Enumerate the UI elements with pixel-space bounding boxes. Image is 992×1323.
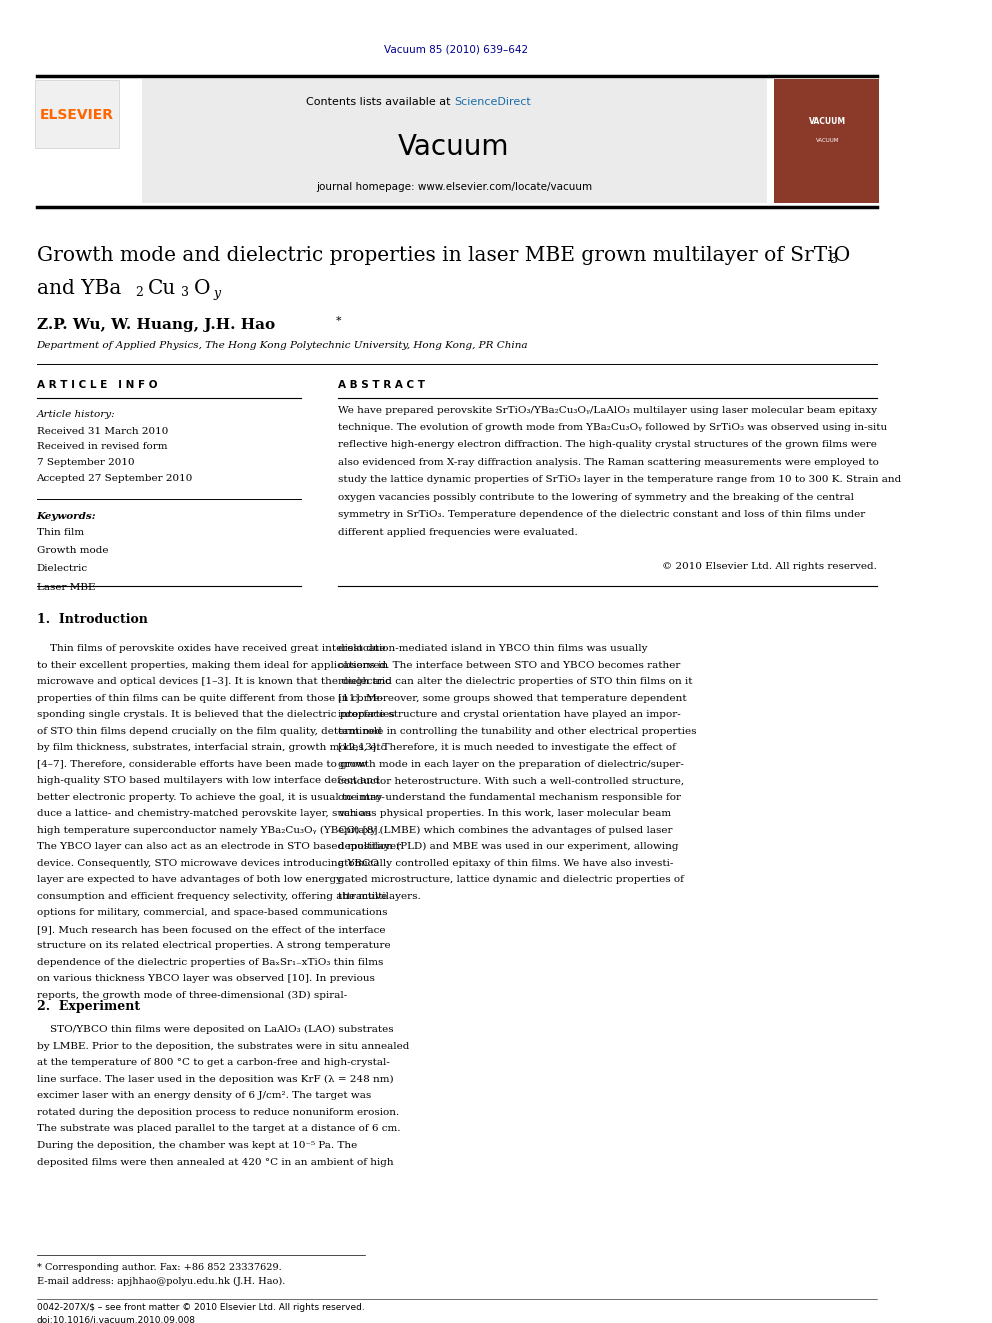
Text: structure on its related electrical properties. A strong temperature: structure on its related electrical prop… bbox=[37, 941, 390, 950]
Text: Received in revised form: Received in revised form bbox=[37, 442, 167, 451]
Text: dislocation-mediated island in YBCO thin films was usually: dislocation-mediated island in YBCO thin… bbox=[338, 644, 648, 654]
Text: We have prepared perovskite SrTiO₃/YBa₂Cu₃Oᵧ/LaAlO₃ multilayer using laser molec: We have prepared perovskite SrTiO₃/YBa₂C… bbox=[338, 406, 877, 414]
Text: [4–7]. Therefore, considerable efforts have been made to grow: [4–7]. Therefore, considerable efforts h… bbox=[37, 759, 366, 769]
Text: tant role in controlling the tunability and other electrical properties: tant role in controlling the tunability … bbox=[338, 726, 696, 736]
Text: deposition (PLD) and MBE was used in our experiment, allowing: deposition (PLD) and MBE was used in our… bbox=[338, 843, 679, 851]
Text: VACUUM: VACUUM bbox=[808, 118, 846, 127]
Text: by LMBE. Prior to the deposition, the substrates were in situ annealed: by LMBE. Prior to the deposition, the su… bbox=[37, 1043, 409, 1050]
Text: one may understand the fundamental mechanism responsible for: one may understand the fundamental mecha… bbox=[338, 792, 681, 802]
Text: E-mail address: apjhhao@polyu.edu.hk (J.H. Hao).: E-mail address: apjhhao@polyu.edu.hk (J.… bbox=[37, 1277, 285, 1286]
Text: 2: 2 bbox=[135, 286, 143, 299]
FancyBboxPatch shape bbox=[142, 78, 767, 204]
Text: Thin film: Thin film bbox=[37, 528, 83, 537]
Text: of STO thin films depend crucially on the film quality, determined: of STO thin films depend crucially on th… bbox=[37, 726, 381, 736]
Text: rough and can alter the dielectric properties of STO thin films on it: rough and can alter the dielectric prope… bbox=[338, 677, 692, 687]
Text: Laser MBE: Laser MBE bbox=[37, 582, 95, 591]
Text: *: * bbox=[336, 316, 341, 325]
Text: gated microstructure, lattice dynamic and dielectric properties of: gated microstructure, lattice dynamic an… bbox=[338, 876, 683, 884]
Text: on various thickness YBCO layer was observed [10]. In previous: on various thickness YBCO layer was obse… bbox=[37, 974, 374, 983]
Text: The YBCO layer can also act as an electrode in STO based multilayer: The YBCO layer can also act as an electr… bbox=[37, 843, 401, 851]
Text: VACUUM: VACUUM bbox=[815, 138, 839, 143]
Text: journal homepage: www.elsevier.com/locate/vacuum: journal homepage: www.elsevier.com/locat… bbox=[315, 183, 592, 192]
Text: to their excellent properties, making them ideal for applications in: to their excellent properties, making th… bbox=[37, 660, 388, 669]
Text: Department of Applied Physics, The Hong Kong Polytechnic University, Hong Kong, : Department of Applied Physics, The Hong … bbox=[37, 341, 528, 351]
Text: rotated during the deposition process to reduce nonuniform erosion.: rotated during the deposition process to… bbox=[37, 1107, 399, 1117]
Text: line surface. The laser used in the deposition was KrF (λ = 248 nm): line surface. The laser used in the depo… bbox=[37, 1074, 393, 1084]
Text: [12,13]. Therefore, it is much needed to investigate the effect of: [12,13]. Therefore, it is much needed to… bbox=[338, 744, 676, 753]
Text: reflective high-energy electron diffraction. The high-quality crystal structures: reflective high-energy electron diffract… bbox=[338, 441, 877, 450]
Text: [11]. Moreover, some groups showed that temperature dependent: [11]. Moreover, some groups showed that … bbox=[338, 693, 686, 703]
Text: Contents lists available at: Contents lists available at bbox=[306, 97, 453, 107]
Text: The substrate was placed parallel to the target at a distance of 6 cm.: The substrate was placed parallel to the… bbox=[37, 1125, 400, 1134]
Text: dependence of the dielectric properties of BaₓSr₁₋xTiO₃ thin films: dependence of the dielectric properties … bbox=[37, 958, 383, 967]
Text: Vacuum: Vacuum bbox=[398, 132, 510, 161]
Text: different applied frequencies were evaluated.: different applied frequencies were evalu… bbox=[338, 528, 577, 537]
Text: high-quality STO based multilayers with low interface defect and: high-quality STO based multilayers with … bbox=[37, 777, 379, 786]
Text: y: y bbox=[213, 287, 221, 300]
Text: observed. The interface between STO and YBCO becomes rather: observed. The interface between STO and … bbox=[338, 660, 681, 669]
Text: [9]. Much research has been focused on the effect of the interface: [9]. Much research has been focused on t… bbox=[37, 925, 385, 934]
Text: better electronic property. To achieve the goal, it is usual to intro-: better electronic property. To achieve t… bbox=[37, 792, 384, 802]
Text: atomically controlled epitaxy of thin films. We have also investi-: atomically controlled epitaxy of thin fi… bbox=[338, 859, 674, 868]
Text: microwave and optical devices [1–3]. It is known that the dielectric: microwave and optical devices [1–3]. It … bbox=[37, 677, 390, 687]
Text: doi:10.1016/j.vacuum.2010.09.008: doi:10.1016/j.vacuum.2010.09.008 bbox=[37, 1316, 195, 1323]
Text: Growth mode: Growth mode bbox=[37, 546, 108, 554]
Text: high temperature superconductor namely YBa₂Cu₃Oᵧ (YBCO) [8].: high temperature superconductor namely Y… bbox=[37, 826, 380, 835]
Text: technique. The evolution of growth mode from YBa₂Cu₃Oᵧ followed by SrTiO₃ was ob: technique. The evolution of growth mode … bbox=[338, 423, 887, 433]
Text: Cu: Cu bbox=[148, 279, 177, 298]
Text: 3: 3 bbox=[181, 286, 188, 299]
Text: O: O bbox=[193, 279, 210, 298]
Text: at the temperature of 800 °C to get a carbon-free and high-crystal-: at the temperature of 800 °C to get a ca… bbox=[37, 1058, 390, 1068]
Text: reports, the growth mode of three-dimensional (3D) spiral-: reports, the growth mode of three-dimens… bbox=[37, 991, 347, 1000]
Text: excimer laser with an energy density of 6 J/cm². The target was: excimer laser with an energy density of … bbox=[37, 1091, 371, 1101]
Text: symmetry in SrTiO₃. Temperature dependence of the dielectric constant and loss o: symmetry in SrTiO₃. Temperature dependen… bbox=[338, 511, 865, 519]
FancyBboxPatch shape bbox=[775, 78, 879, 204]
Text: conductor heterostructure. With such a well-controlled structure,: conductor heterostructure. With such a w… bbox=[338, 777, 683, 786]
Text: duce a lattice- and chemistry-matched perovskite layer, such as: duce a lattice- and chemistry-matched pe… bbox=[37, 810, 371, 818]
Text: Accepted 27 September 2010: Accepted 27 September 2010 bbox=[37, 474, 192, 483]
Text: properties of thin films can be quite different from those in corre-: properties of thin films can be quite di… bbox=[37, 693, 383, 703]
Text: deposited films were then annealed at 420 °C in an ambient of high: deposited films were then annealed at 42… bbox=[37, 1158, 393, 1167]
Text: Article history:: Article history: bbox=[37, 410, 115, 418]
Text: 0042-207X/$ – see front matter © 2010 Elsevier Ltd. All rights reserved.: 0042-207X/$ – see front matter © 2010 El… bbox=[37, 1303, 364, 1312]
Text: During the deposition, the chamber was kept at 10⁻⁵ Pa. The: During the deposition, the chamber was k… bbox=[37, 1140, 357, 1150]
Text: © 2010 Elsevier Ltd. All rights reserved.: © 2010 Elsevier Ltd. All rights reserved… bbox=[662, 561, 877, 570]
Text: options for military, commercial, and space-based communications: options for military, commercial, and sp… bbox=[37, 909, 387, 917]
Text: Received 31 March 2010: Received 31 March 2010 bbox=[37, 426, 168, 435]
Text: device. Consequently, STO microwave devices introducing YBCO: device. Consequently, STO microwave devi… bbox=[37, 859, 378, 868]
Text: A B S T R A C T: A B S T R A C T bbox=[338, 380, 425, 390]
Text: various physical properties. In this work, laser molecular beam: various physical properties. In this wor… bbox=[338, 810, 671, 818]
Text: layer are expected to have advantages of both low energy: layer are expected to have advantages of… bbox=[37, 876, 341, 884]
Text: oxygen vacancies possibly contribute to the lowering of symmetry and the breakin: oxygen vacancies possibly contribute to … bbox=[338, 492, 854, 501]
Text: 3: 3 bbox=[830, 253, 838, 266]
Text: epitaxy (LMBE) which combines the advantages of pulsed laser: epitaxy (LMBE) which combines the advant… bbox=[338, 826, 673, 835]
Text: STO/YBCO thin films were deposited on LaAlO₃ (LAO) substrates: STO/YBCO thin films were deposited on La… bbox=[37, 1025, 393, 1035]
Text: Dielectric: Dielectric bbox=[37, 564, 87, 573]
Text: study the lattice dynamic properties of SrTiO₃ layer in the temperature range fr: study the lattice dynamic properties of … bbox=[338, 475, 901, 484]
Text: ELSEVIER: ELSEVIER bbox=[40, 108, 114, 122]
Text: sponding single crystals. It is believed that the dielectric properties: sponding single crystals. It is believed… bbox=[37, 710, 394, 720]
Text: by film thickness, substrates, interfacial strain, growth modes, etc: by film thickness, substrates, interfaci… bbox=[37, 744, 386, 753]
Text: Thin films of perovskite oxides have received great interest due: Thin films of perovskite oxides have rec… bbox=[37, 644, 385, 654]
Text: Growth mode and dielectric properties in laser MBE grown multilayer of SrTiO: Growth mode and dielectric properties in… bbox=[37, 246, 850, 265]
Text: 7 September 2010: 7 September 2010 bbox=[37, 458, 134, 467]
Text: A R T I C L E   I N F O: A R T I C L E I N F O bbox=[37, 380, 157, 390]
Text: the multilayers.: the multilayers. bbox=[338, 892, 421, 901]
Text: and YBa: and YBa bbox=[37, 279, 121, 298]
Text: also evidenced from X-ray diffraction analysis. The Raman scattering measurement: also evidenced from X-ray diffraction an… bbox=[338, 458, 879, 467]
Text: consumption and efficient frequency selectivity, offering attractive: consumption and efficient frequency sele… bbox=[37, 892, 387, 901]
Text: * Corresponding author. Fax: +86 852 23337629.: * Corresponding author. Fax: +86 852 233… bbox=[37, 1262, 282, 1271]
FancyBboxPatch shape bbox=[35, 79, 119, 148]
Text: growth mode in each layer on the preparation of dielectric/super-: growth mode in each layer on the prepara… bbox=[338, 759, 683, 769]
Text: ScienceDirect: ScienceDirect bbox=[453, 97, 531, 107]
Text: interface structure and crystal orientation have played an impor-: interface structure and crystal orientat… bbox=[338, 710, 681, 720]
Text: 1.  Introduction: 1. Introduction bbox=[37, 614, 148, 626]
Text: Z.P. Wu, W. Huang, J.H. Hao: Z.P. Wu, W. Huang, J.H. Hao bbox=[37, 318, 275, 332]
Text: 2.  Experiment: 2. Experiment bbox=[37, 1000, 140, 1013]
Text: Keywords:: Keywords: bbox=[37, 512, 96, 521]
Text: Vacuum 85 (2010) 639–642: Vacuum 85 (2010) 639–642 bbox=[385, 45, 529, 54]
